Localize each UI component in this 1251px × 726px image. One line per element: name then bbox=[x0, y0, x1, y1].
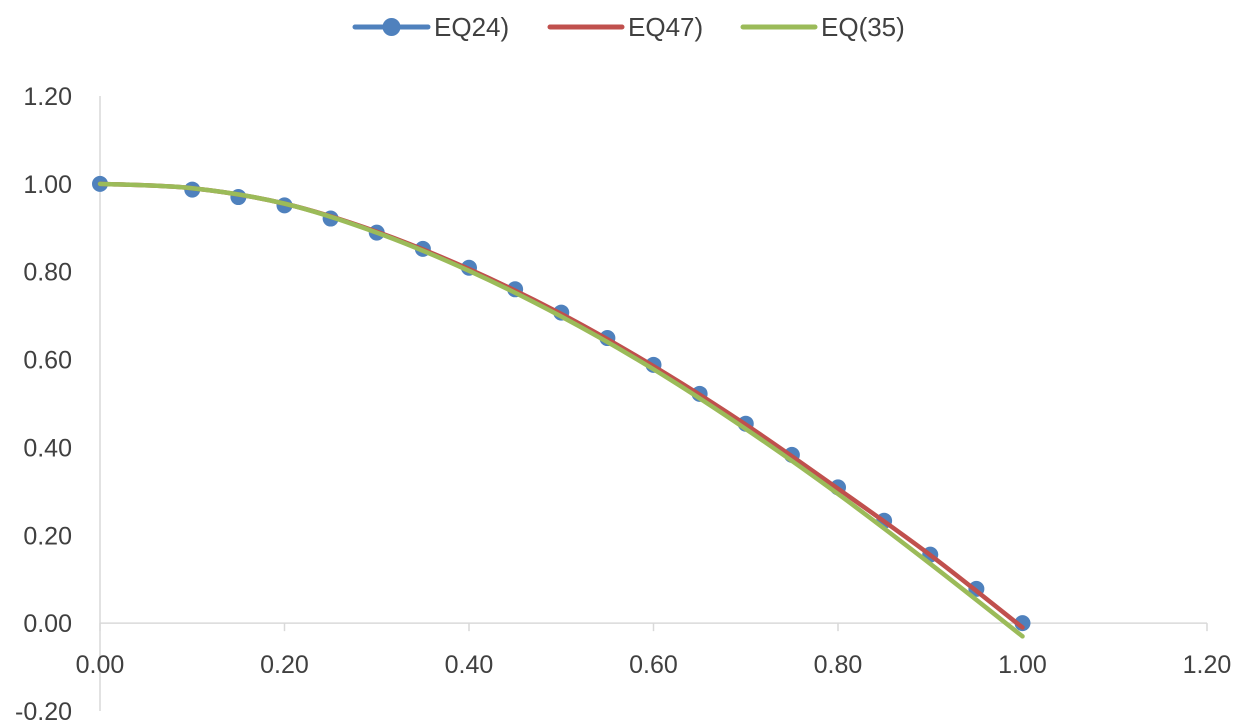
x-tick-label: 0.20 bbox=[260, 651, 309, 679]
series-3 bbox=[97, 181, 1025, 639]
y-tick-label: 1.20 bbox=[23, 83, 72, 111]
legend-swatch-marker bbox=[382, 18, 401, 36]
y-tick-label: 0.80 bbox=[23, 259, 72, 287]
legend-label: EQ47) bbox=[628, 12, 703, 42]
y-tick-label: 0.00 bbox=[23, 610, 72, 638]
tick-labels: 0.00 0.20 0.40 0.60 0.80 1.00 1.20-0.200.000.2… bbox=[15, 83, 1231, 726]
y-tick-label: -0.20 bbox=[15, 698, 72, 726]
series-lines bbox=[92, 175, 1031, 639]
y-tick-label: 0.40 bbox=[23, 434, 72, 462]
legend-label: EQ(35) bbox=[821, 12, 905, 42]
x-tick-label: 1.20 bbox=[1183, 651, 1232, 679]
legend-label: EQ24) bbox=[434, 12, 509, 42]
legend: EQ24) EQ47) EQ(35) bbox=[352, 12, 905, 42]
series-line bbox=[97, 181, 1025, 639]
x-tick-label: 0.80 bbox=[814, 651, 863, 679]
series-1 bbox=[92, 175, 1031, 632]
y-tick-label: 1.00 bbox=[23, 171, 72, 199]
legend-item-1: EQ24) bbox=[352, 12, 509, 42]
x-tick-label: 0.60 bbox=[629, 651, 678, 679]
legend-item-2: EQ47) bbox=[547, 12, 703, 42]
x-tick-label: 0.40 bbox=[445, 651, 494, 679]
legend-item-3: EQ(35) bbox=[740, 12, 905, 42]
series-2 bbox=[97, 181, 1025, 630]
series-line bbox=[97, 181, 1025, 630]
y-tick-label: 0.60 bbox=[23, 347, 72, 375]
y-tick-label: 0.20 bbox=[23, 522, 72, 550]
axes bbox=[99, 96, 1208, 711]
x-tick-label: 1.00 bbox=[998, 651, 1047, 679]
x-tick-label: 0.00 bbox=[76, 651, 125, 679]
